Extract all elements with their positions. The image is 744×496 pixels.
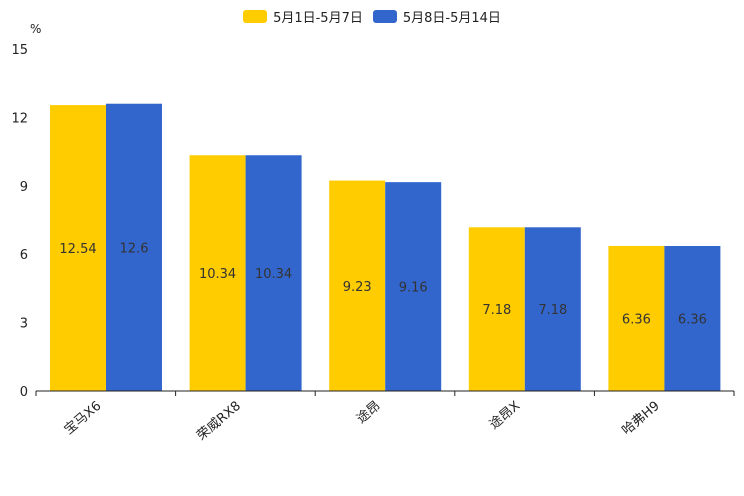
legend-label-series-2: 5月8日-5月14日 <box>402 10 501 26</box>
data-label: 7.18 <box>482 303 511 318</box>
y-tick-label: 12 <box>11 111 28 126</box>
bar-series-1 <box>50 105 106 391</box>
data-label: 10.34 <box>255 267 292 282</box>
y-tick-label: 15 <box>11 43 28 58</box>
x-category-label: 荣威RX8 <box>194 399 244 444</box>
x-category-label: 途昂 <box>353 398 383 427</box>
data-label: 9.23 <box>343 280 372 295</box>
bar-series-2 <box>524 227 581 391</box>
bar-series-2 <box>385 182 442 391</box>
legend-label-series-1: 5月1日-5月7日 <box>273 10 363 26</box>
bar-series-2 <box>245 155 302 391</box>
x-category-label: 哈弗H9 <box>619 399 662 439</box>
x-category-label: 宝马X6 <box>62 399 105 438</box>
data-label: 9.16 <box>399 281 428 296</box>
y-tick-label: 3 <box>20 317 28 332</box>
data-label: 7.18 <box>538 303 567 318</box>
data-label: 10.34 <box>199 267 236 282</box>
data-label: 6.36 <box>622 312 651 327</box>
bar-series-1 <box>329 180 386 391</box>
data-label: 6.36 <box>678 312 707 327</box>
legend-item-series-2[interactable]: 5月8日-5月14日 <box>372 7 501 26</box>
bar-series-1 <box>608 245 665 391</box>
legend-item-series-1[interactable]: 5月1日-5月7日 <box>243 7 363 26</box>
y-tick-label: 0 <box>20 385 28 400</box>
y-axis-unit: % <box>30 22 42 36</box>
x-category-label: 途昂X <box>486 398 523 433</box>
data-label: 12.6 <box>120 241 149 256</box>
legend-swatch-series-2 <box>372 9 397 23</box>
y-tick-label: 9 <box>20 180 28 195</box>
data-label: 12.54 <box>59 242 96 257</box>
y-tick-label: 6 <box>20 248 28 263</box>
bar-series-1 <box>468 227 525 391</box>
legend-swatch-series-1 <box>243 9 268 23</box>
legend: 5月1日-5月7日 5月8日-5月14日 <box>0 6 744 26</box>
bar-series-1 <box>189 155 246 391</box>
bar-series-2 <box>664 245 721 391</box>
bar-series-2 <box>106 103 162 391</box>
